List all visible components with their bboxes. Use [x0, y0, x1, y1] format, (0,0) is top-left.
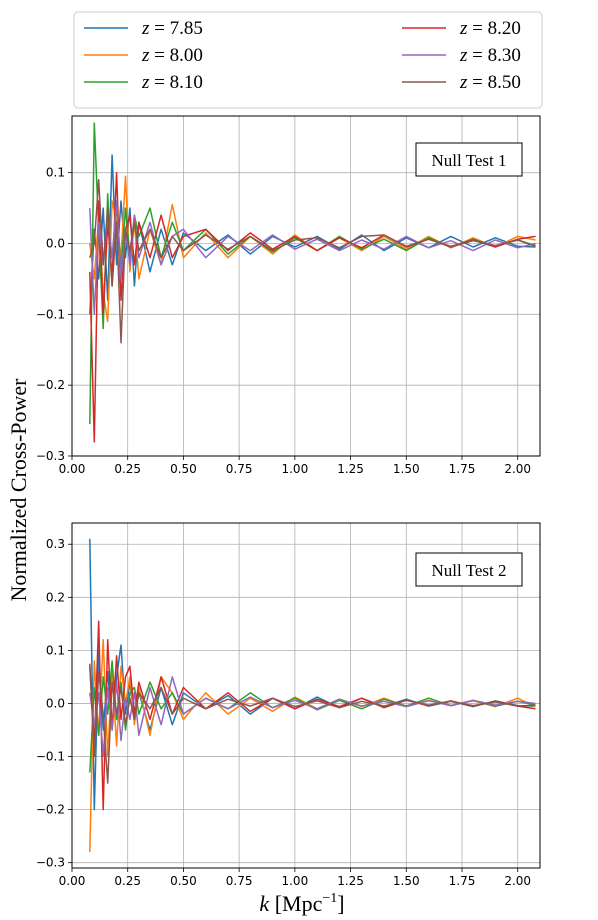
plot-frame [71, 115, 541, 457]
legend-label-value: = 8.10 [149, 72, 202, 93]
legend: z = 7.85z = 8.00z = 8.10z = 8.20z = 8.30… [73, 11, 543, 109]
legend-label-var: z [459, 72, 468, 93]
x-axis-title: k [Mpc−1] [259, 891, 344, 916]
y-tick-label: 0.0 [46, 237, 65, 251]
legend-label-value: = 8.30 [467, 45, 520, 66]
legend-entry: z = 8.30 [402, 45, 521, 66]
legend-label-var: z [141, 18, 150, 39]
series-line [89, 663, 536, 784]
panel-null-test-2: 0.00 0.25 0.50 0.75 1.00 1.25 1.50 1.75 2.00 −0.… [36, 522, 541, 888]
x-axis-unit-close: ] [337, 891, 344, 916]
legend-items: z = 7.85z = 8.00z = 8.10z = 8.20z = 8.30… [84, 18, 521, 93]
x-tick-label: 1.25 [337, 462, 364, 476]
legend-label-var: z [141, 45, 150, 66]
legend-label: z = 8.20 [459, 18, 521, 39]
legend-label: z = 7.85 [141, 18, 203, 39]
legend-label-var: z [459, 18, 468, 39]
y-tick-label: −0.2 [36, 803, 65, 817]
x-tick-label: 0.00 [59, 462, 86, 476]
y-tick-label: −0.1 [36, 750, 65, 764]
x-tick-label: 1.75 [449, 462, 476, 476]
legend-entry: z = 8.00 [84, 45, 203, 66]
x-axis-unit: [Mpc [269, 891, 322, 916]
panel-label: Null Test 2 [432, 561, 507, 580]
y-tick-label: 0.2 [46, 590, 65, 604]
panel-label-box: Null Test 2 [415, 552, 523, 587]
x-tick-label: 0.50 [170, 874, 197, 888]
y-tick-label: −0.3 [36, 449, 65, 463]
y-tick-label: 0.1 [46, 643, 65, 657]
legend-label-value: = 7.85 [149, 18, 202, 39]
x-tick-label: 0.25 [114, 462, 141, 476]
legend-label: z = 8.10 [141, 72, 203, 93]
legend-label-value: = 8.00 [149, 45, 202, 66]
panel-label: Null Test 1 [432, 151, 507, 170]
x-tick-label: 1.25 [337, 874, 364, 888]
legend-label: z = 8.50 [459, 72, 521, 93]
y-tick-label: −0.2 [36, 378, 65, 392]
legend-label-var: z [459, 45, 468, 66]
y-tick-label: 0.0 [46, 696, 65, 710]
legend-frame [73, 11, 543, 109]
y-ticks: −0.3 −0.2 −0.1 0.0 0.1 [36, 166, 72, 463]
x-tick-label: 0.50 [170, 462, 197, 476]
panel-label-frame [415, 142, 523, 177]
x-tick-label: 1.00 [281, 462, 308, 476]
x-tick-label: 0.25 [114, 874, 141, 888]
x-tick-label: 1.50 [393, 462, 420, 476]
legend-entry: z = 8.10 [84, 72, 203, 93]
legend-label: z = 8.30 [459, 45, 521, 66]
series-lines [89, 538, 536, 853]
series-line [89, 676, 536, 758]
y-tick-label: −0.1 [36, 307, 65, 321]
legend-label-var: z [141, 72, 150, 93]
panel-label-frame [415, 552, 523, 587]
series-line [89, 178, 536, 344]
y-tick-label: 0.3 [46, 537, 65, 551]
y-tick-label: 0.1 [46, 166, 65, 180]
x-tick-label: 2.00 [504, 874, 531, 888]
x-axis-symbol: k [259, 891, 270, 916]
y-tick-label: −0.3 [36, 856, 65, 870]
plot-frame [71, 522, 541, 869]
x-tick-label: 0.00 [59, 874, 86, 888]
x-ticks: 0.00 0.25 0.50 0.75 1.00 1.25 1.50 1.75 2.00 [59, 456, 531, 476]
x-tick-label: 0.75 [226, 462, 253, 476]
series-line [89, 175, 536, 323]
panel-null-test-1: 0.00 0.25 0.50 0.75 1.00 1.25 1.50 1.75 2.00 −0.… [36, 115, 541, 476]
x-tick-label: 0.75 [226, 874, 253, 888]
series-lines [89, 122, 536, 443]
x-tick-label: 2.00 [504, 462, 531, 476]
legend-entry: z = 7.85 [84, 18, 203, 39]
legend-entry: z = 8.20 [402, 18, 521, 39]
x-tick-label: 1.50 [393, 874, 420, 888]
legend-label: z = 8.00 [141, 45, 203, 66]
panel-label-box: Null Test 1 [415, 142, 523, 177]
x-tick-label: 1.75 [449, 874, 476, 888]
y-ticks: −0.3 −0.2 −0.1 0.0 0.1 0.2 0.3 [36, 537, 72, 870]
legend-label-value: = 8.50 [467, 72, 520, 93]
x-ticks: 0.00 0.25 0.50 0.75 1.00 1.25 1.50 1.75 2.00 [59, 868, 531, 888]
x-axis-unit-exponent: −1 [322, 891, 337, 906]
legend-entry: z = 8.50 [402, 72, 521, 93]
y-axis-title: Normalized Cross-Power [6, 378, 31, 602]
x-tick-label: 1.00 [281, 874, 308, 888]
legend-label-value: = 8.20 [467, 18, 520, 39]
